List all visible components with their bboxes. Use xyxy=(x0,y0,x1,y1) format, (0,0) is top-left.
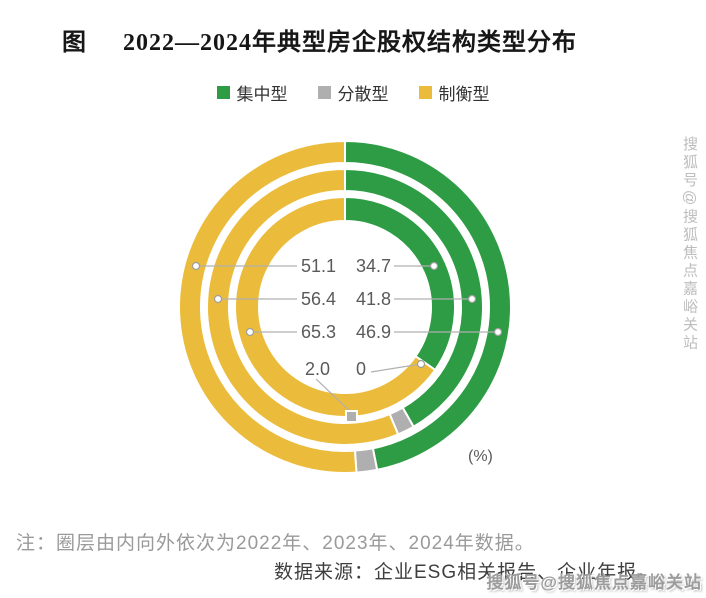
callout-dot-icon xyxy=(493,327,503,337)
source-text: 数据来源：企业ESG相关报告、企业年报。 xyxy=(274,562,658,583)
callout-dot-icon xyxy=(191,261,201,271)
legend-item-concentrated: 集中型 xyxy=(216,80,288,105)
legend-label-concentrated: 集中型 xyxy=(236,85,288,104)
dispersed-marker-icon xyxy=(345,410,358,423)
callout-balanced-2023: 56.4 xyxy=(300,289,336,309)
watermark-side: 搜狐号@搜狐焦点嘉峪关站 xyxy=(681,136,698,353)
donut-segment xyxy=(353,447,379,474)
callout-dispersed-zero: 0 xyxy=(356,359,367,379)
callout-dispersed-value: 2.0 xyxy=(304,359,330,379)
legend-swatch-gray-icon xyxy=(317,86,331,99)
callout-dot-icon xyxy=(416,359,426,369)
callout-balanced-2022: 65.3 xyxy=(300,322,336,342)
donut-segment xyxy=(234,195,437,418)
chart-title-text: 2022—2024年典型房企股权结构类型分布 xyxy=(123,30,577,56)
callout-dot-icon xyxy=(213,294,223,304)
callout-concentrated-2022: 34.7 xyxy=(356,256,392,276)
watermark-bottom: 搜狐号@搜狐焦点嘉峪关站 xyxy=(486,573,702,592)
callout-dot-icon xyxy=(467,294,477,304)
callout-concentrated-2024: 46.9 xyxy=(356,322,392,342)
unit-label: (%) xyxy=(468,448,493,465)
legend-swatch-green-icon xyxy=(216,86,230,99)
chart-title: 图 2022—2024年典型房企股权结构类型分布 xyxy=(62,22,577,57)
legend: 集中型 分散型 制衡型 xyxy=(0,80,706,105)
legend-label-balanced: 制衡型 xyxy=(438,85,490,104)
legend-item-balanced: 制衡型 xyxy=(418,80,490,105)
legend-label-dispersed: 分散型 xyxy=(337,85,389,104)
callout-dot-icon xyxy=(245,327,255,337)
callout-balanced-2024: 51.1 xyxy=(300,256,336,276)
chart-title-prefix: 图 xyxy=(62,30,87,56)
legend-item-dispersed: 分散型 xyxy=(317,80,389,105)
donut-segment xyxy=(206,167,400,446)
donut-segment xyxy=(178,139,358,474)
note-text: 注：圈层由内向外依次为2022年、2023年、2024年数据。 xyxy=(16,533,535,554)
callout-concentrated-2023: 41.8 xyxy=(356,289,392,309)
legend-swatch-yellow-icon xyxy=(418,86,432,99)
callout-dot-icon xyxy=(429,261,439,271)
callout-leader-line xyxy=(315,378,352,413)
callout-leader-line xyxy=(370,363,422,373)
